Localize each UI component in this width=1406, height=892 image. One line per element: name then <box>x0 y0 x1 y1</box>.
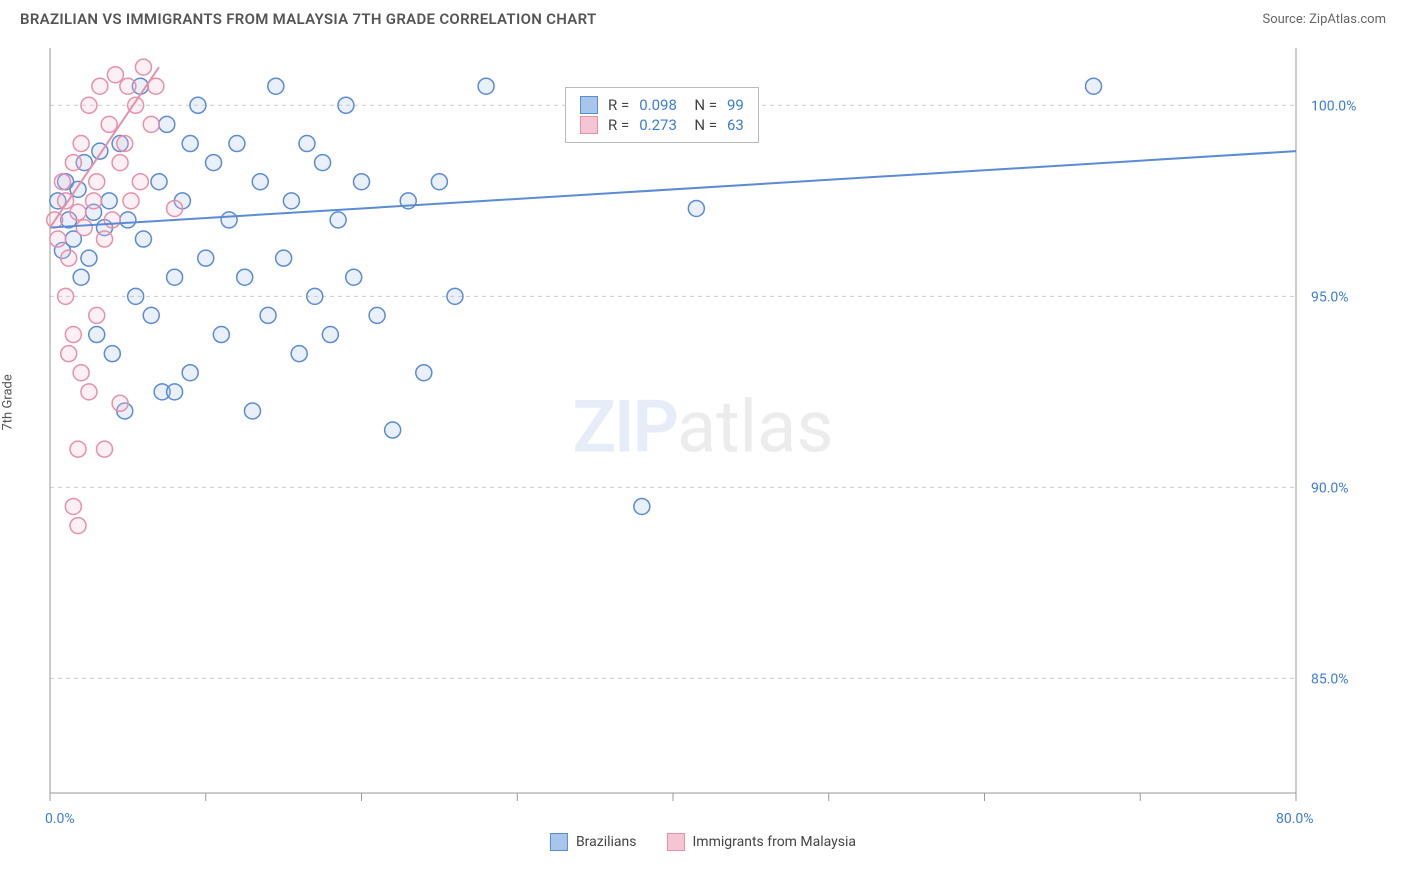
x-axis-max-label: 80.0% <box>1276 811 1314 827</box>
svg-text:85.0%: 85.0% <box>1311 671 1349 687</box>
legend-swatch-blue <box>580 96 598 114</box>
bottom-legend: Brazilians Immigrants from Malaysia <box>550 833 856 851</box>
legend-n-label: N = <box>687 116 717 134</box>
legend-r-value-1: 0.098 <box>639 96 677 114</box>
correlation-legend: R = 0.098 N = 99 R = 0.273 N = 63 <box>565 87 759 143</box>
x-axis-min-label: 0.0% <box>45 811 75 827</box>
chart-source: Source: ZipAtlas.com <box>1262 12 1386 27</box>
legend-n-label: N = <box>687 96 717 114</box>
chart-title: BRAZILIAN VS IMMIGRANTS FROM MALAYSIA 7T… <box>20 10 597 28</box>
legend-r-value-2: 0.273 <box>639 116 677 134</box>
legend-r-label: R = <box>608 116 629 134</box>
legend-r-label: R = <box>608 96 629 114</box>
chart-container: 85.0%90.0%95.0%100.0% 7th Grade ZIPatlas… <box>0 33 1406 853</box>
svg-text:100.0%: 100.0% <box>1311 98 1356 114</box>
bottom-swatch-pink <box>666 833 684 851</box>
bottom-swatch-blue <box>550 833 568 851</box>
legend-row-2: R = 0.273 N = 63 <box>580 116 744 134</box>
bottom-legend-label-1: Brazilians <box>576 834 637 850</box>
svg-text:90.0%: 90.0% <box>1311 480 1349 496</box>
svg-text:95.0%: 95.0% <box>1311 289 1349 305</box>
scatter-chart: 85.0% 90.0% 95.0% 100.0% <box>0 33 1406 853</box>
legend-row-1: R = 0.098 N = 99 <box>580 96 744 114</box>
legend-swatch-pink <box>580 116 598 134</box>
legend-n-value-1: 99 <box>727 96 744 114</box>
legend-n-value-2: 63 <box>727 116 744 134</box>
bottom-legend-item-2: Immigrants from Malaysia <box>666 833 856 851</box>
bottom-legend-label-2: Immigrants from Malaysia <box>692 834 856 850</box>
chart-header: BRAZILIAN VS IMMIGRANTS FROM MALAYSIA 7T… <box>0 0 1406 33</box>
y-axis-label: 7th Grade <box>1 374 16 430</box>
bottom-legend-item-1: Brazilians <box>550 833 637 851</box>
